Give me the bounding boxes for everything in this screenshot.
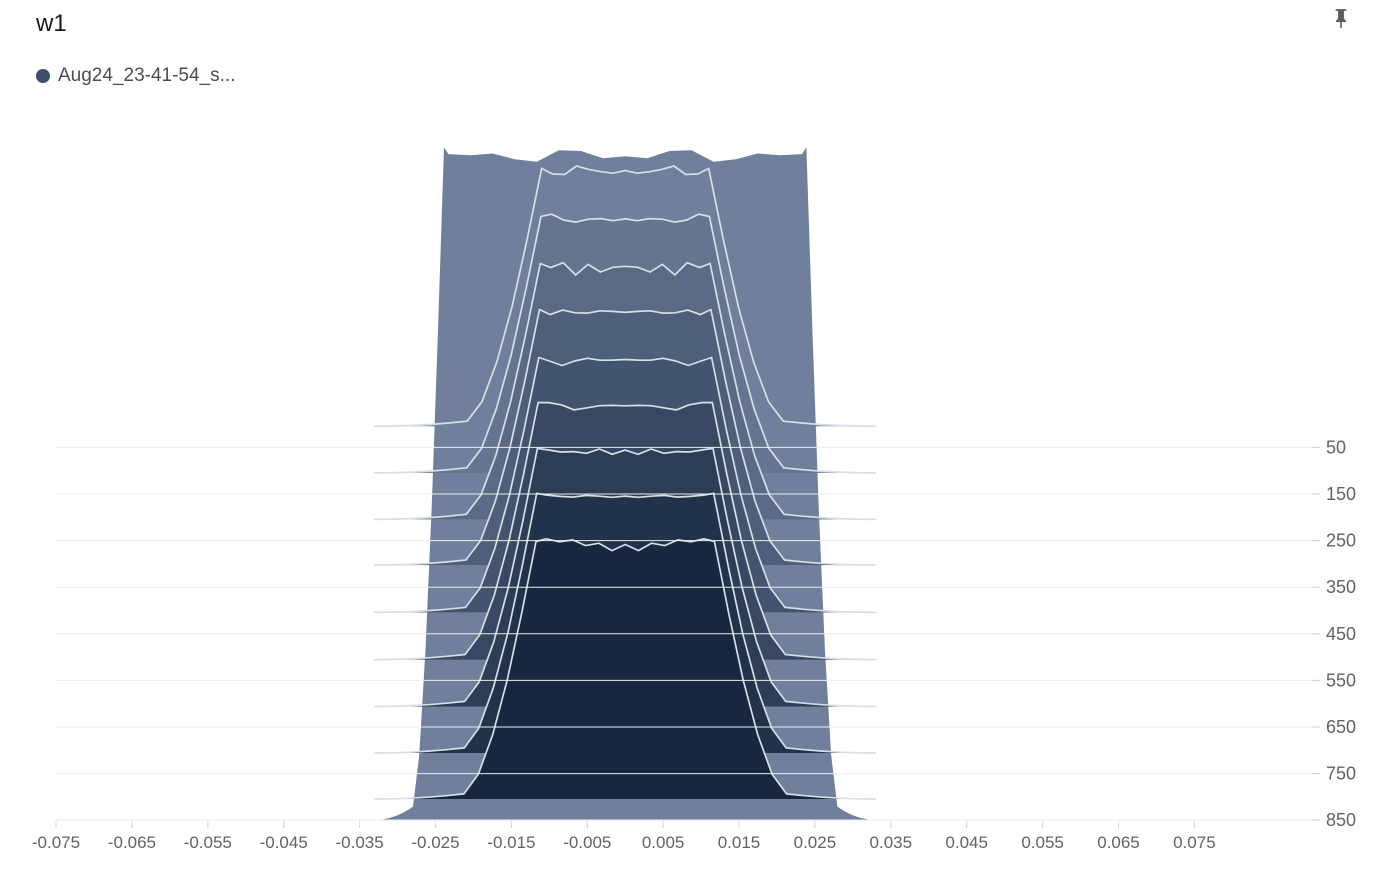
- svg-text:0.005: 0.005: [642, 833, 685, 852]
- svg-text:-0.045: -0.045: [260, 833, 308, 852]
- svg-text:0.035: 0.035: [870, 833, 913, 852]
- svg-text:350: 350: [1326, 577, 1356, 597]
- svg-text:850: 850: [1326, 810, 1356, 830]
- svg-text:750: 750: [1326, 764, 1356, 784]
- svg-text:-0.035: -0.035: [335, 833, 383, 852]
- svg-text:0.055: 0.055: [1021, 833, 1064, 852]
- svg-text:550: 550: [1326, 670, 1356, 690]
- svg-text:0.075: 0.075: [1173, 833, 1216, 852]
- svg-text:150: 150: [1326, 484, 1356, 504]
- svg-text:450: 450: [1326, 624, 1356, 644]
- svg-text:-0.025: -0.025: [411, 833, 459, 852]
- svg-text:0.065: 0.065: [1097, 833, 1140, 852]
- svg-text:250: 250: [1326, 531, 1356, 551]
- svg-text:-0.075: -0.075: [32, 833, 80, 852]
- svg-text:0.015: 0.015: [718, 833, 761, 852]
- svg-text:650: 650: [1326, 717, 1356, 737]
- svg-text:0.045: 0.045: [945, 833, 988, 852]
- svg-text:50: 50: [1326, 437, 1346, 457]
- svg-text:0.025: 0.025: [794, 833, 837, 852]
- svg-text:-0.005: -0.005: [563, 833, 611, 852]
- svg-text:-0.055: -0.055: [184, 833, 232, 852]
- svg-text:-0.065: -0.065: [108, 833, 156, 852]
- svg-text:-0.015: -0.015: [487, 833, 535, 852]
